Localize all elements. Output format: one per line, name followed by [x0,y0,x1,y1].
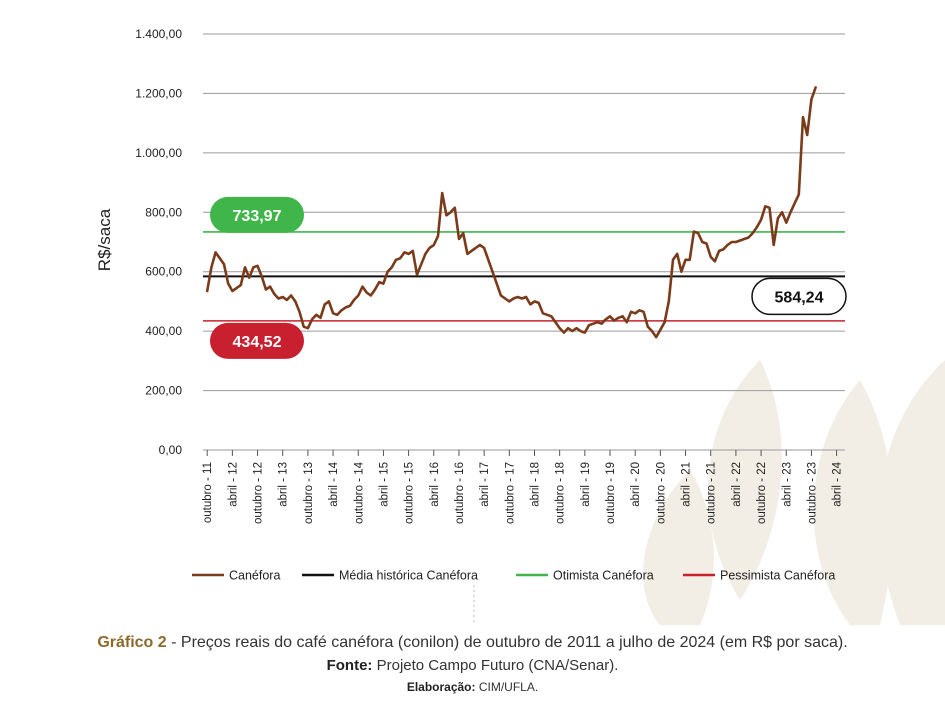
chart-svg: 0,00 200,00 400,00 600,00 800,00 1.000,00 1.20… [95,27,945,625]
badge-pill [751,277,847,316]
badge-value: 584,24 [775,289,824,306]
x-tick-label: outubro - 11 [202,462,214,523]
x-tick-label: abril - 13 [278,462,290,507]
y-tick-label: 1.400,00 [135,27,182,41]
x-tick-label: outubro - 17 [504,462,516,524]
legend-label: Média histórica Canéfora [339,569,478,583]
x-tick-label: outubro - 19 [605,462,617,524]
badge-pill [210,322,304,359]
y-tick-label: 200,00 [145,384,182,398]
source-text: Projeto Campo Futuro (CNA/Senar). [372,657,619,674]
x-tick-label: outubro - 21 [706,462,718,524]
x-tick-label: abril - 21 [681,462,693,507]
x-tick-label: outubro - 20 [655,462,667,524]
x-tick-label: outubro - 16 [454,462,466,524]
legend-item: Pessimista Canéfora [683,569,835,583]
x-tick-label: abril - 17 [479,462,491,507]
x-tick-label: outubro - 14 [353,461,365,524]
x-tick-label: abril - 16 [429,462,441,507]
y-tick-label: 0,00 [159,443,183,457]
y-tick-label: 400,00 [145,324,182,338]
x-tick-label: abril - 23 [781,462,793,507]
x-tick-label: abril - 20 [630,462,642,507]
figure-caption: Gráfico 2 - Preços reais do café canéfor… [0,634,945,652]
x-tick-label: abril - 12 [227,462,239,507]
legend-item: Otimista Canéfora [516,569,654,583]
badge-value: 434,52 [233,334,282,351]
reference-lines [203,231,845,322]
gridlines [203,33,845,451]
credit-label: Elaboração: [406,680,476,694]
x-tick-label: outubro - 23 [806,462,818,524]
x-tick-label: abril - 22 [731,462,743,507]
x-tick-label: abril - 18 [529,462,541,507]
series-line-canefora [205,86,817,339]
badge-red: 434,52 [210,322,304,359]
x-tick-label: outubro - 15 [404,462,416,524]
x-tick-label: abril - 24 [832,461,844,506]
y-axis-label: R$/saca [95,208,114,271]
x-tick-label: outubro - 13 [303,462,315,524]
y-tick-label: 1.200,00 [135,86,182,100]
x-tick-label: outubro - 12 [253,462,265,524]
credit-line: Elaboração: CIM/UFLA. [0,680,945,694]
x-tick-label: abril - 15 [378,462,390,507]
source-label: Fonte: [326,657,373,674]
y-tick-label: 600,00 [145,265,182,279]
x-tick-label: abril - 14 [328,461,340,506]
badge-value: 733,97 [233,208,282,225]
legend-label: Otimista Canéfora [553,569,654,583]
caption-text: - Preços reais do café canéfora (conilon… [166,634,848,651]
legend-label: Canéfora [229,569,280,583]
x-tick-label: abril - 19 [580,462,592,507]
value-badges: 733,97 434,52 584,24 [210,196,847,359]
watermark-leaves-icon [643,360,945,625]
y-axis-ticks: 0,00 200,00 400,00 600,00 800,00 1.000,00 1.20… [135,27,182,457]
x-tick-label: outubro - 22 [756,462,768,524]
x-axis-ticks: outubro - 11 abril - 12 outubro - 12 abril … [202,450,844,524]
legend-item: Média histórica Canéfora [302,569,478,583]
y-tick-label: 800,00 [145,205,182,219]
y-tick-label: 1.000,00 [135,146,182,160]
badge-green: 733,97 [210,196,304,233]
x-tick-label: outubro - 18 [555,462,567,524]
credit-text: CIM/UFLA. [475,680,539,694]
legend: Canéfora Média histórica Canéfora Otimista… [192,569,835,583]
source-line: Fonte: Projeto Campo Futuro (CNA/Senar). [0,657,945,674]
badge-pill [210,196,304,233]
legend-item: Canéfora [192,569,280,583]
badge-outline: 584,24 [751,277,847,316]
caption-label: Gráfico 2 [97,634,167,651]
legend-label: Pessimista Canéfora [720,569,835,583]
